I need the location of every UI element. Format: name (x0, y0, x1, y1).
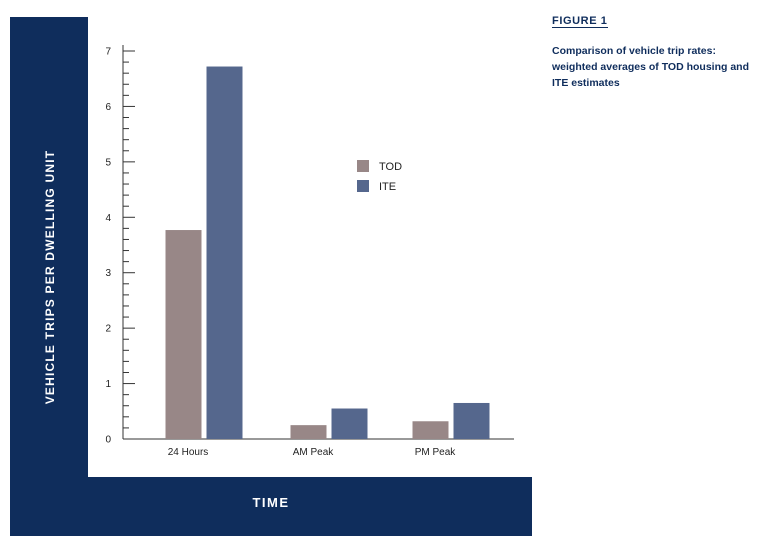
x-axis-title: TIME (252, 495, 290, 510)
y-tick-label: 2 (105, 324, 111, 335)
chart-frame: VEHICLE TRIPS PER DWELLING UNIT TIME (10, 17, 532, 536)
y-tick-label: 3 (105, 268, 111, 279)
legend-swatch-ite (357, 180, 369, 192)
bar-ite-pm-peak (453, 402, 490, 439)
bar-tod-24-hours (165, 230, 202, 439)
bar-chart: 0 1 2 3 4 5 6 7 24 Hours AM Peak PM Peak TOD ITE (105, 45, 514, 458)
plot-panel (88, 17, 532, 477)
y-tick-label: 5 (105, 157, 111, 168)
bar-ite-24-hours (206, 66, 243, 440)
y-tick-label: 4 (105, 213, 111, 224)
y-tick-label: 6 (105, 102, 111, 113)
x-tick-label: 24 Hours (168, 447, 209, 458)
legend-label-ite: ITE (379, 181, 396, 193)
figure-label: FIGURE 1 (552, 15, 608, 28)
legend-label-tod: TOD (379, 161, 402, 173)
x-tick-label: AM Peak (293, 447, 335, 458)
bar-ite-am-peak (331, 408, 368, 439)
x-tick-label: PM Peak (415, 447, 457, 458)
y-tick-label: 0 (105, 435, 111, 446)
figure-caption: Comparison of vehicle trip rates: weight… (552, 45, 750, 89)
y-tick-label: 7 (105, 47, 111, 58)
bar-tod-am-peak (290, 425, 327, 439)
bar-tod-pm-peak (412, 421, 449, 439)
y-tick-label: 1 (105, 379, 111, 390)
legend-swatch-tod (357, 160, 369, 172)
